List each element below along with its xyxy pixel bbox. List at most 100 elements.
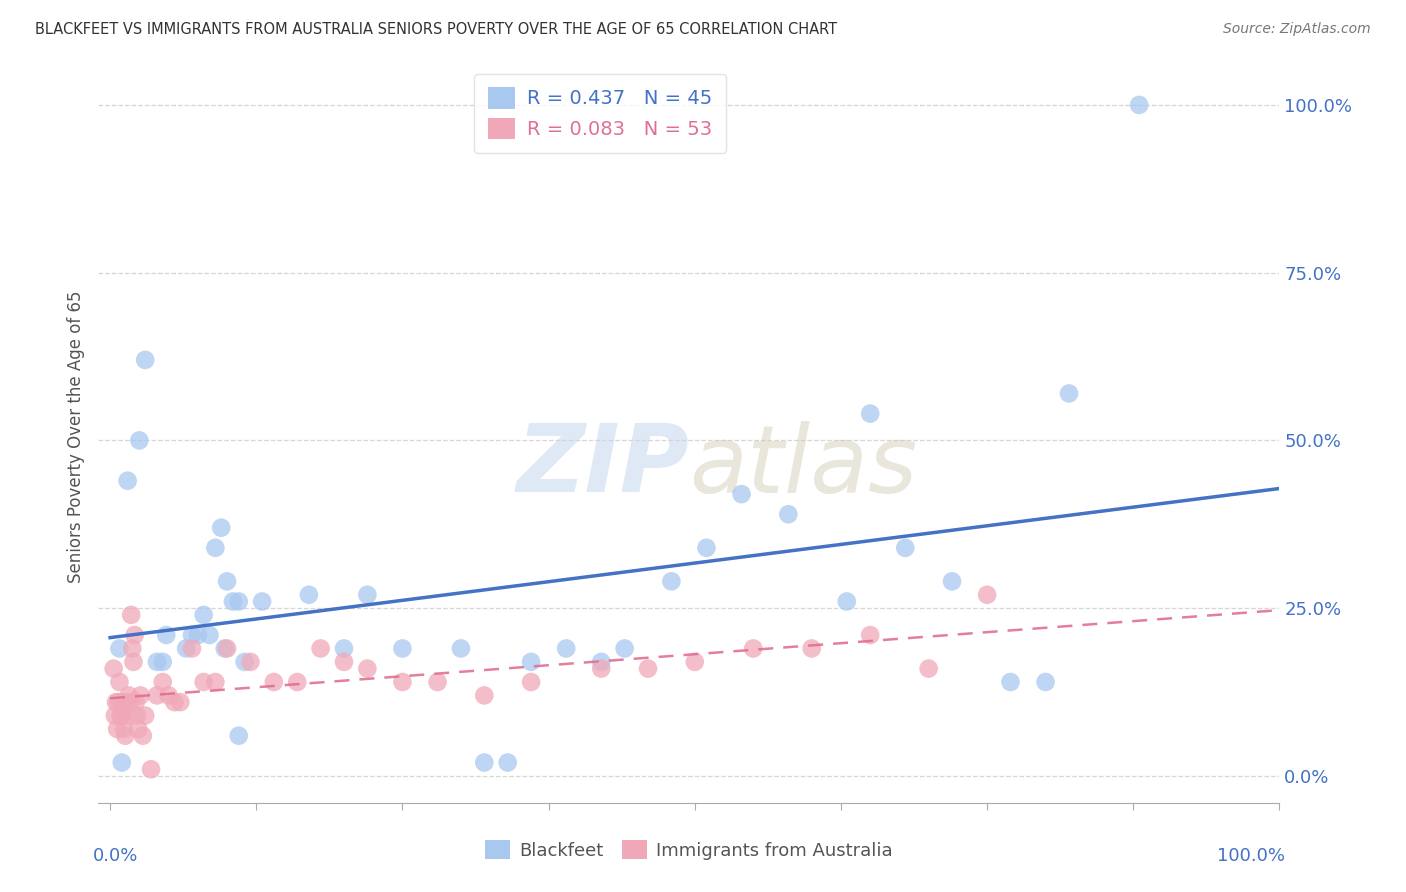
Point xyxy=(117,708,139,723)
Point xyxy=(209,521,232,535)
Y-axis label: Seniors Poverty Over the Age of 65: Seniors Poverty Over the Age of 65 xyxy=(66,291,84,583)
Point xyxy=(391,641,413,656)
Point xyxy=(134,352,156,367)
Point xyxy=(110,708,132,723)
Text: atlas: atlas xyxy=(689,421,917,512)
Point xyxy=(742,641,765,656)
Point xyxy=(124,628,146,642)
Point xyxy=(730,487,752,501)
Point xyxy=(683,655,706,669)
Text: 100.0%: 100.0% xyxy=(1218,847,1285,864)
Point xyxy=(187,628,209,642)
Point xyxy=(174,641,197,656)
Point xyxy=(204,675,226,690)
Point xyxy=(894,541,917,555)
Point xyxy=(298,588,321,602)
Point xyxy=(333,641,356,656)
Point xyxy=(591,655,613,669)
Point xyxy=(146,689,169,703)
Point xyxy=(122,655,145,669)
Point xyxy=(472,756,495,770)
Point xyxy=(222,594,245,608)
Point xyxy=(117,474,139,488)
Point xyxy=(107,695,129,709)
Point xyxy=(800,641,823,656)
Point xyxy=(228,594,250,608)
Point xyxy=(104,695,127,709)
Point xyxy=(181,641,204,656)
Point xyxy=(309,641,332,656)
Point xyxy=(129,689,152,703)
Text: Source: ZipAtlas.com: Source: ZipAtlas.com xyxy=(1223,22,1371,37)
Point xyxy=(108,641,131,656)
Point xyxy=(128,434,150,448)
Point xyxy=(146,655,169,669)
Point xyxy=(1000,675,1022,690)
Point xyxy=(125,708,148,723)
Point xyxy=(215,641,238,656)
Point xyxy=(859,407,882,421)
Text: ZIP: ZIP xyxy=(516,420,689,512)
Point xyxy=(1128,98,1150,112)
Point xyxy=(121,641,143,656)
Point xyxy=(239,655,262,669)
Point xyxy=(214,641,236,656)
Point xyxy=(835,594,858,608)
Point xyxy=(132,729,155,743)
Point xyxy=(103,662,125,676)
Point xyxy=(169,695,191,709)
Point xyxy=(661,574,683,589)
Point xyxy=(917,662,939,676)
Point xyxy=(157,689,180,703)
Point xyxy=(118,689,141,703)
Point xyxy=(426,675,449,690)
Point xyxy=(105,722,128,736)
Point xyxy=(333,655,356,669)
Point xyxy=(127,722,149,736)
Point xyxy=(285,675,308,690)
Point xyxy=(204,541,226,555)
Point xyxy=(120,607,142,622)
Point xyxy=(859,628,882,642)
Point xyxy=(555,641,578,656)
Point xyxy=(139,762,162,776)
Legend: Blackfeet, Immigrants from Australia: Blackfeet, Immigrants from Australia xyxy=(478,832,900,867)
Point xyxy=(637,662,659,676)
Point xyxy=(356,588,378,602)
Point xyxy=(391,675,413,690)
Point xyxy=(114,729,136,743)
Point xyxy=(613,641,636,656)
Point xyxy=(193,675,215,690)
Point xyxy=(134,708,156,723)
Point xyxy=(1057,386,1080,401)
Point xyxy=(695,541,717,555)
Point xyxy=(118,695,141,709)
Point xyxy=(111,756,134,770)
Point xyxy=(163,695,186,709)
Point xyxy=(591,662,613,676)
Point xyxy=(941,574,963,589)
Point xyxy=(112,722,135,736)
Point xyxy=(181,628,204,642)
Point xyxy=(155,628,177,642)
Point xyxy=(472,689,495,703)
Point xyxy=(111,708,134,723)
Point xyxy=(111,695,134,709)
Point xyxy=(198,628,221,642)
Point xyxy=(263,675,285,690)
Text: BLACKFEET VS IMMIGRANTS FROM AUSTRALIA SENIORS POVERTY OVER THE AGE OF 65 CORREL: BLACKFEET VS IMMIGRANTS FROM AUSTRALIA S… xyxy=(35,22,838,37)
Point xyxy=(215,574,238,589)
Point xyxy=(228,729,250,743)
Point xyxy=(193,607,215,622)
Point xyxy=(115,695,138,709)
Point xyxy=(450,641,472,656)
Point xyxy=(356,662,378,676)
Point xyxy=(104,708,127,723)
Point xyxy=(520,655,543,669)
Point xyxy=(152,655,174,669)
Point xyxy=(125,695,148,709)
Point xyxy=(778,508,800,522)
Point xyxy=(1035,675,1057,690)
Point xyxy=(108,675,131,690)
Point xyxy=(520,675,543,690)
